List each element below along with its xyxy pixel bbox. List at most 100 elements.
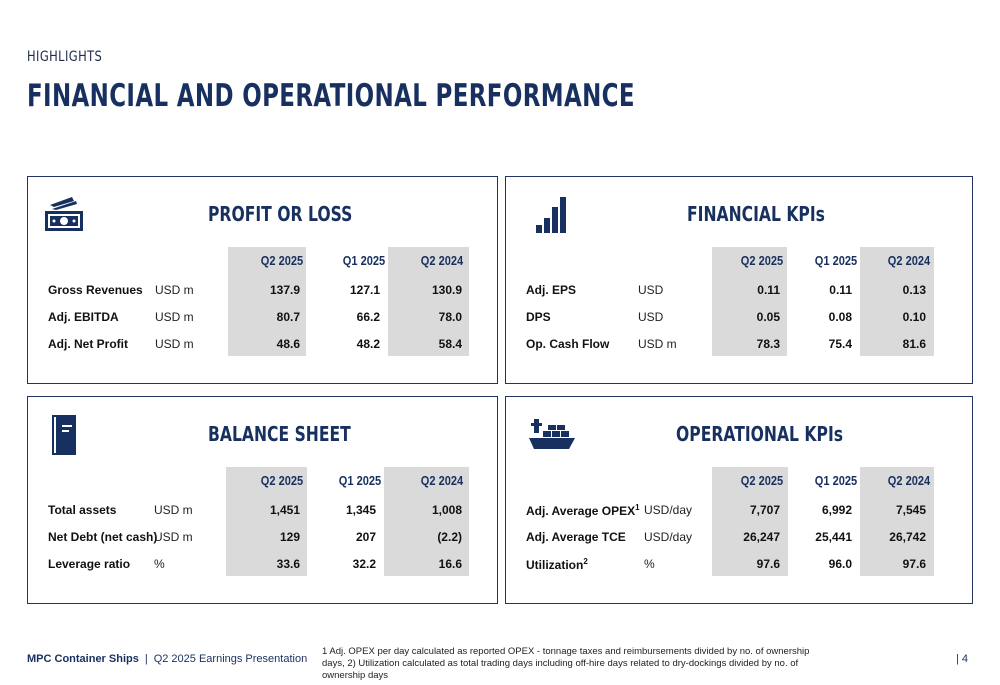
value-cell: 66.2 (356, 310, 380, 324)
row-unit: USD m (155, 337, 194, 351)
row-label: Net Debt (net cash) (48, 530, 158, 544)
highlight-column (388, 247, 469, 356)
row-unit: % (154, 557, 165, 571)
row-unit: USD (638, 310, 664, 324)
highlight-column (860, 247, 934, 356)
row-unit: USD m (155, 283, 194, 297)
column-header: Q1 2025 (814, 253, 858, 268)
value-cell: 0.08 (828, 310, 852, 324)
row-unit: USD m (155, 310, 194, 324)
column-header: Q1 2025 (338, 473, 382, 488)
row-label: Op. Cash Flow (526, 337, 610, 351)
panel-title: BALANCE SHEET (208, 422, 351, 446)
presentation-name: Q2 2025 Earnings Presentation (153, 653, 308, 665)
column-header: Q2 2024 (887, 253, 931, 268)
row-label: Adj. Average OPEX1 (526, 503, 640, 518)
value-cell: 26,247 (743, 530, 780, 544)
value-cell: 33.6 (276, 557, 300, 571)
highlight-column (712, 467, 788, 576)
value-cell: 16.6 (438, 557, 462, 571)
row-label: Adj. EBITDA (48, 310, 119, 324)
column-header: Q2 2025 (740, 253, 784, 268)
highlight-column (712, 247, 787, 356)
footnote-marker: 1 (635, 503, 640, 512)
footer-separator: | (144, 653, 148, 665)
value-cell: 127.1 (349, 283, 380, 297)
column-header: Q2 2024 (887, 473, 931, 488)
row-unit: USD m (154, 503, 193, 517)
value-cell: 6,992 (821, 503, 852, 517)
footnote-marker: 2 (583, 557, 588, 566)
container-ship-icon (529, 419, 575, 449)
row-unit: USD m (154, 530, 193, 544)
value-cell: 7,707 (749, 503, 780, 517)
highlight-column (860, 467, 934, 576)
money-icon (45, 197, 83, 231)
value-cell: 0.11 (757, 283, 780, 297)
footnote: 1 Adj. OPEX per day calculated as report… (322, 646, 810, 681)
row-label: Adj. EPS (526, 283, 577, 297)
column-header: Q1 2025 (814, 473, 858, 488)
value-cell: 130.9 (431, 283, 462, 297)
row-label: Utilization2 (526, 557, 588, 572)
value-cell: 25,441 (815, 530, 852, 544)
value-cell: 0.10 (902, 310, 926, 324)
value-cell: 97.6 (756, 557, 780, 571)
value-cell: 0.05 (756, 310, 780, 324)
value-cell: 137.9 (269, 283, 300, 297)
value-cell: 78.3 (756, 337, 780, 351)
value-cell: 0.11 (829, 283, 852, 297)
row-label: Total assets (48, 503, 117, 517)
row-unit: % (644, 557, 655, 571)
value-cell: 129 (279, 530, 300, 544)
panel-title: FINANCIAL KPIs (687, 202, 825, 226)
value-cell: 48.2 (356, 337, 380, 351)
value-cell: 75.4 (828, 337, 852, 351)
financial-kpis-panel: FINANCIAL KPIs Q2 2025 Q1 2025 Q2 2024 A… (505, 176, 973, 384)
value-cell: 48.6 (276, 337, 300, 351)
column-header: Q2 2025 (740, 473, 784, 488)
row-label: Adj. Average TCE (526, 530, 626, 544)
value-cell: 1,008 (431, 503, 462, 517)
column-header: Q2 2024 (420, 253, 464, 268)
row-unit: USD (638, 283, 664, 297)
column-header: Q2 2025 (260, 473, 304, 488)
row-label: Leverage ratio (48, 557, 131, 571)
row-label-text: Adj. Average OPEX (526, 504, 636, 518)
row-label: DPS (526, 310, 551, 324)
ledger-book-icon (52, 415, 76, 455)
row-label-text: Utilization (526, 558, 584, 572)
value-cell: (2.2) (437, 530, 462, 544)
value-cell: 1,345 (345, 503, 376, 517)
column-header: Q2 2024 (420, 473, 464, 488)
value-cell: 207 (355, 530, 376, 544)
row-unit: USD/day (644, 503, 693, 517)
row-label: Adj. Net Profit (48, 337, 128, 351)
value-cell: 0.13 (902, 283, 926, 297)
highlight-column (228, 247, 306, 356)
value-cell: 81.6 (902, 337, 926, 351)
company-name: MPC Container Ships (27, 653, 139, 665)
value-cell: 96.0 (828, 557, 852, 571)
value-cell: 32.2 (352, 557, 376, 571)
balance-sheet-panel: BALANCE SHEET Q2 2025 Q1 2025 Q2 2024 To… (27, 396, 498, 604)
row-unit: USD/day (644, 530, 693, 544)
value-cell: 97.6 (902, 557, 926, 571)
highlight-column (226, 467, 307, 576)
page-title: FINANCIAL AND OPERATIONAL PERFORMANCE (27, 78, 635, 114)
panel-title: PROFIT OR LOSS (208, 202, 353, 226)
row-label: Gross Revenues (48, 283, 143, 297)
column-header: Q1 2025 (342, 253, 386, 268)
column-header: Q2 2025 (260, 253, 304, 268)
value-cell: 1,451 (269, 503, 300, 517)
operational-kpis-panel: OPERATIONAL KPIs Q2 2025 Q1 2025 Q2 2024… (505, 396, 973, 604)
page-number: | 4 (956, 653, 969, 665)
profit-or-loss-panel: PROFIT OR LOSS Q2 2025 Q1 2025 Q2 2024 G… (27, 176, 498, 384)
value-cell: 78.0 (438, 310, 462, 324)
value-cell: 80.7 (276, 310, 300, 324)
value-cell: 58.4 (438, 337, 462, 351)
value-cell: 26,742 (889, 530, 926, 544)
bar-chart-icon (536, 197, 566, 233)
panel-title: OPERATIONAL KPIs (676, 422, 844, 446)
row-label-text: Adj. Average TCE (526, 530, 626, 544)
